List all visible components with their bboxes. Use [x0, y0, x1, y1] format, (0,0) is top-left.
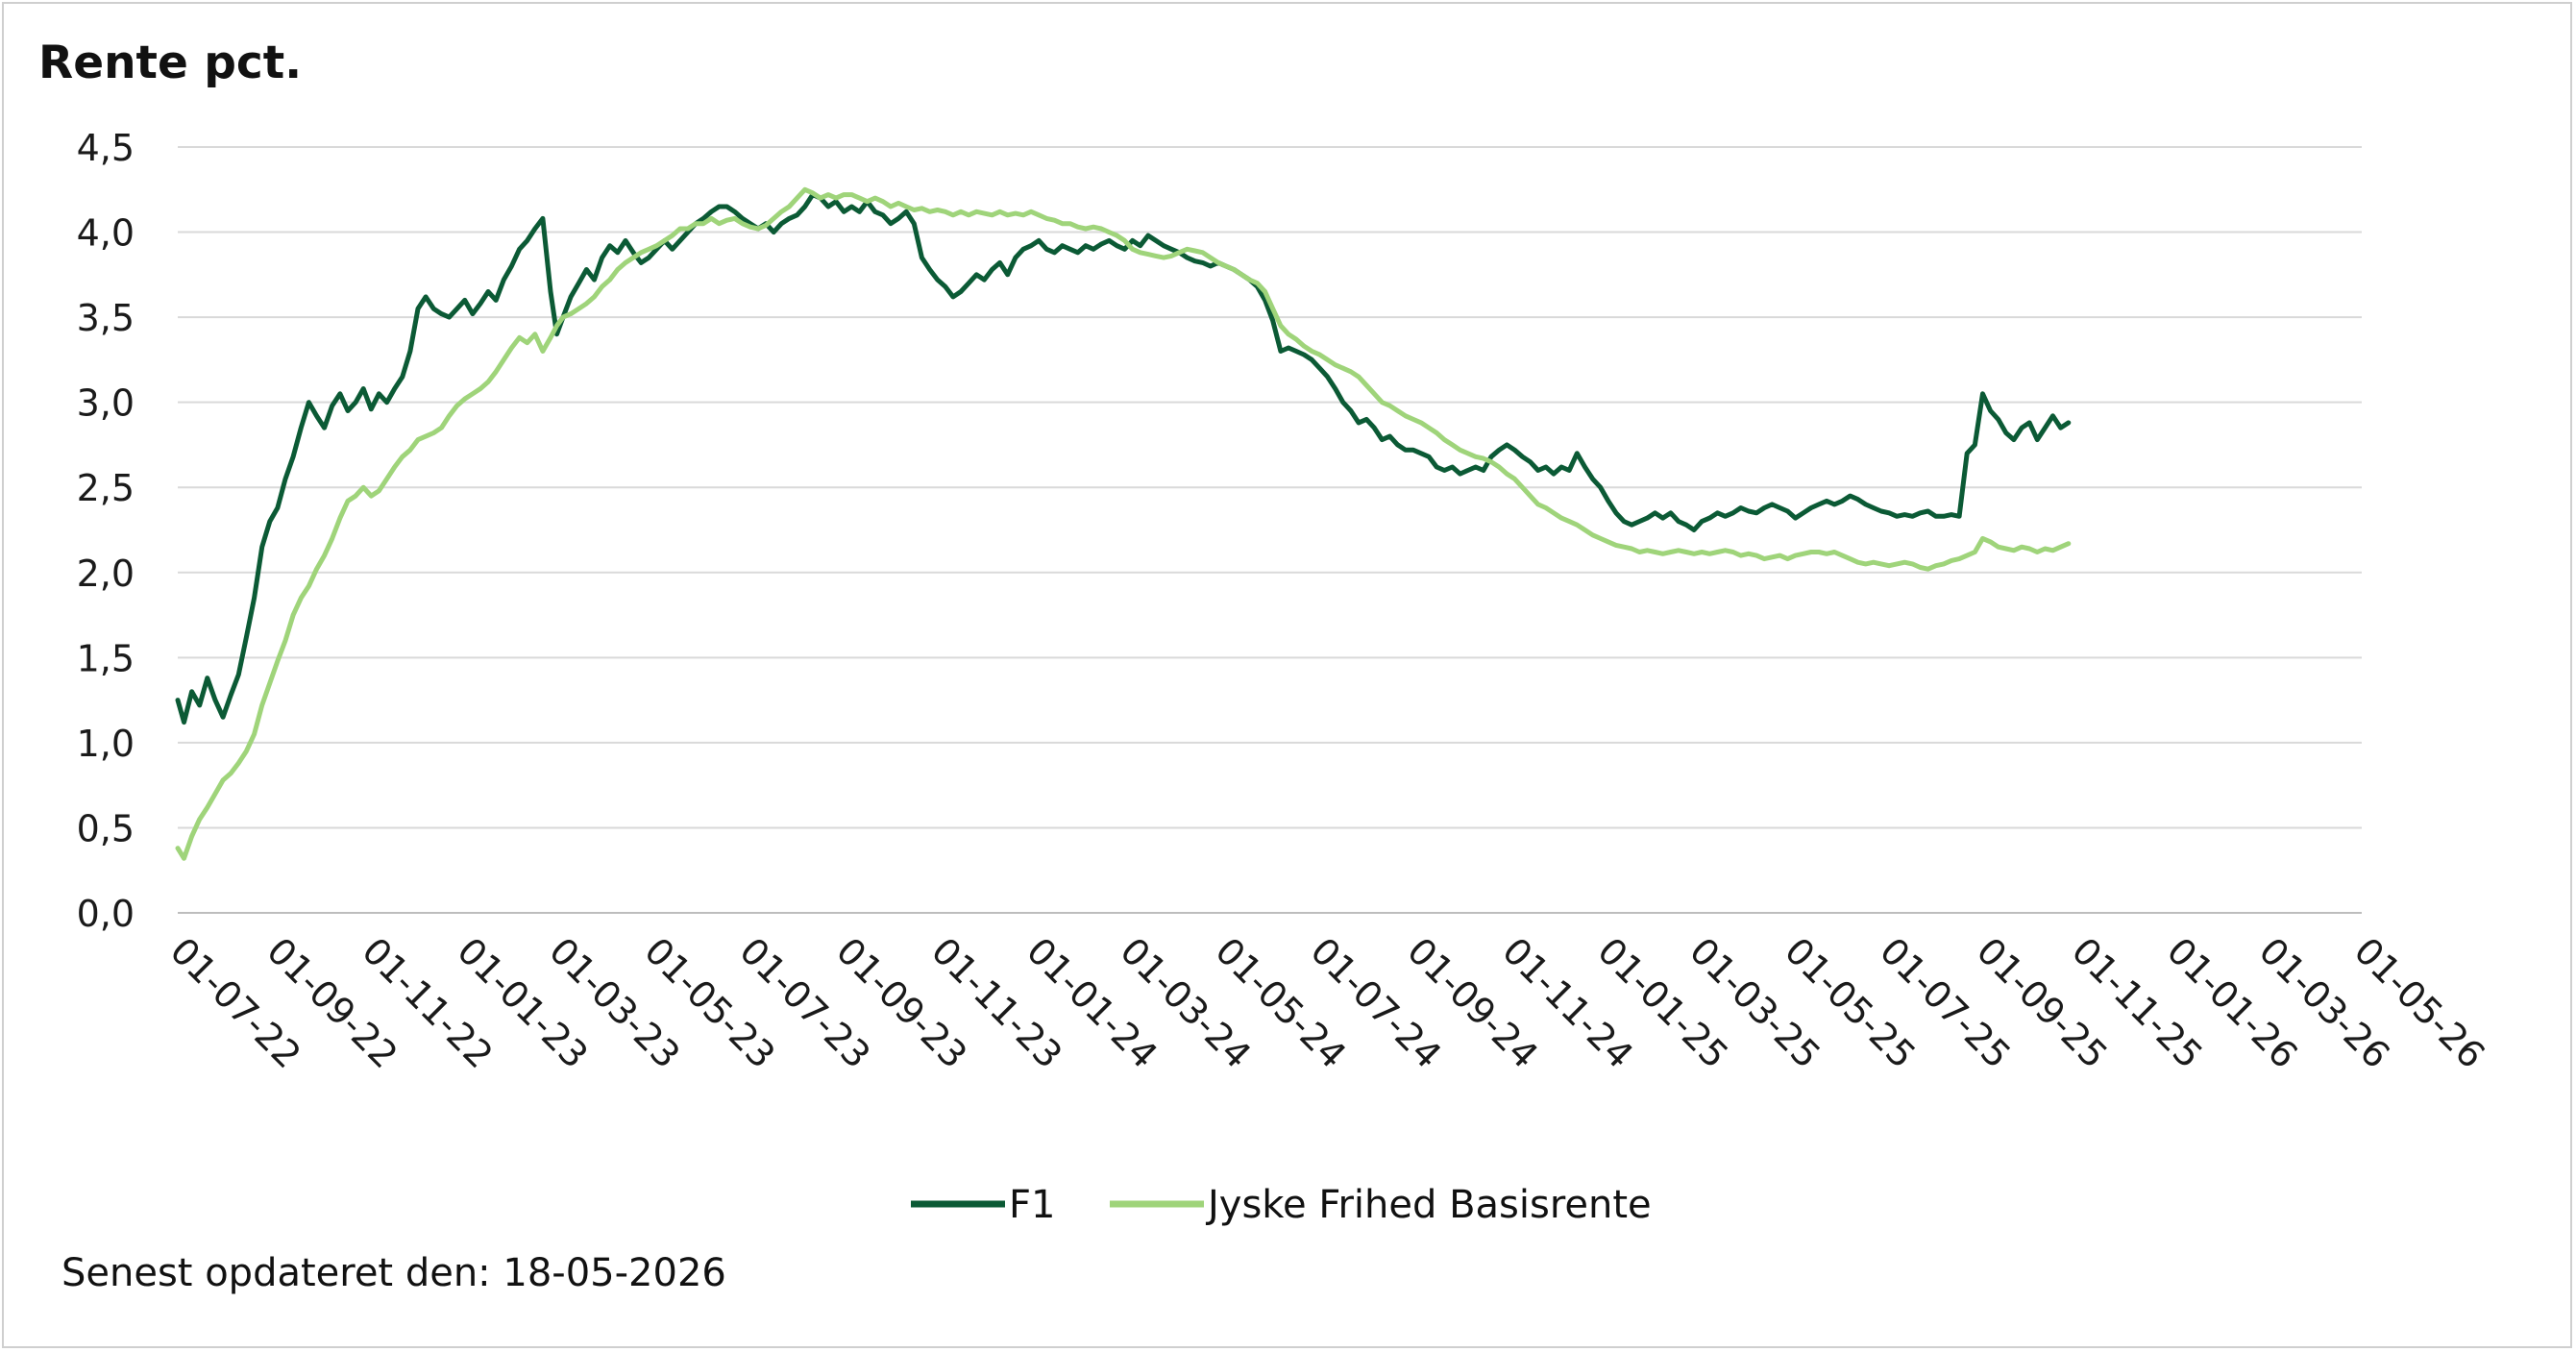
y-tick-label: 1,5	[77, 637, 135, 679]
last-updated-text: Senest opdateret den: 18-05-2026	[61, 1251, 726, 1295]
y-tick-label: 3,0	[77, 382, 135, 425]
y-tick-label: 4,5	[77, 127, 135, 169]
y-tick-label: 2,5	[77, 467, 135, 509]
legend-label: Jyske Frihed Basisrente	[1205, 1183, 1652, 1227]
legend-label: F1	[1009, 1183, 1055, 1227]
y-tick-label: 2,0	[77, 553, 135, 595]
y-axis-title: Rente pct.	[38, 37, 303, 89]
y-tick-label: 4,0	[77, 212, 135, 255]
y-tick-label: 1,0	[77, 723, 135, 765]
series-line-jyske-frihed-basisrente	[175, 186, 2072, 861]
series-line-f1	[175, 192, 2072, 725]
y-tick-label: 3,5	[77, 297, 135, 339]
y-tick-label: 0,0	[77, 893, 135, 935]
y-tick-label: 0,5	[77, 807, 135, 849]
